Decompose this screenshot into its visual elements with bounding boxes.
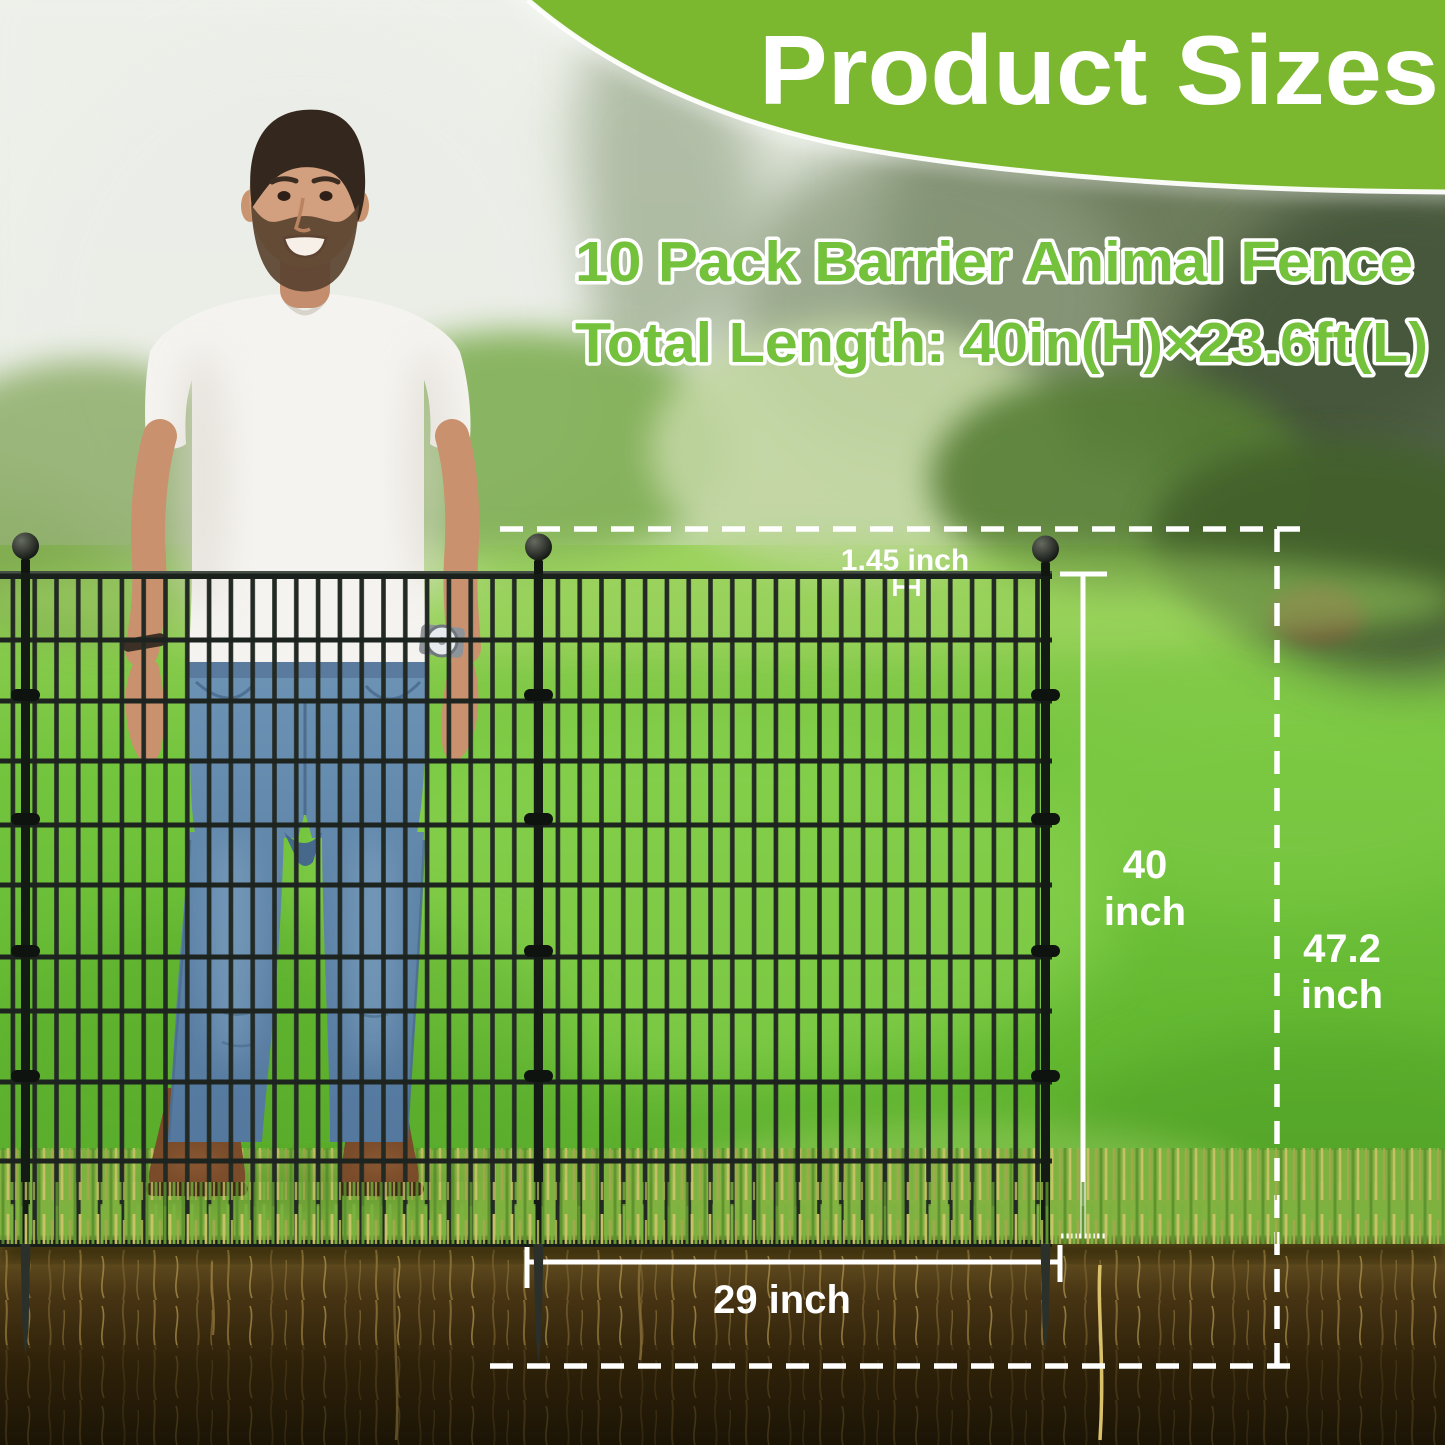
shirt-shade-right [404,350,452,590]
ball-finial [12,532,39,560]
nose [293,197,311,233]
fence-post-left [11,532,40,1357]
fence-post-middle [524,533,553,1364]
total-height-unit: inch [1301,973,1383,1017]
head [241,109,369,308]
panel-width-label: 29 inch [713,1278,851,1322]
smile [282,234,328,259]
ground-stake [533,1243,544,1364]
fence-post-right [1031,535,1060,1352]
eye [277,191,291,201]
banner-edge [526,0,1445,195]
foreground-grass [9,1206,1445,1244]
product-heading-line2: Total Length: 40in(H)×23.6ft(L) [575,311,1428,375]
banner-title: Product Sizes [759,15,1439,125]
total-height-value: 47.2 [1303,927,1381,971]
ground-stake [20,1243,31,1357]
rail-connectors [1031,689,1060,1082]
bar-spacing-label: 1.45 inch [841,544,969,577]
fence-grid [0,577,1052,1243]
width-29in-line [524,1240,1063,1288]
ball-finial [525,533,552,561]
fence-top-rail [0,571,1052,579]
ground-stake [1040,1243,1051,1352]
shirt-shade-left [174,350,230,610]
tshirt [145,294,471,662]
top-rail-highlight [0,571,1052,574]
fence-mid-rails [0,637,1052,1164]
hair [250,109,366,222]
lawn-light-right [1040,690,1445,910]
root-band-faint [0,1255,1445,1445]
ball-finial [1032,535,1059,563]
banner-shape [528,0,1445,192]
eye [319,191,333,201]
product-heading-line1: 10 Pack Barrier Animal Fence [575,230,1413,294]
panel-height-value: 40 [1123,843,1168,887]
root-strand [393,1267,399,1441]
panel-height-unit: inch [1104,890,1186,934]
product-heading: 10 Pack Barrier Animal Fence Total Lengt… [572,227,1432,379]
root-strand [210,1261,215,1336]
rail-connectors [11,689,40,1082]
eyebrows [269,176,341,185]
root-strand [1097,1264,1104,1441]
root-strand [637,1261,643,1361]
rail-connectors [524,689,553,1082]
measurement-labels: 1.45 inch 40 inch 47.2 inch 29 inch [713,544,1383,1322]
barrier-fence [0,532,1445,1364]
